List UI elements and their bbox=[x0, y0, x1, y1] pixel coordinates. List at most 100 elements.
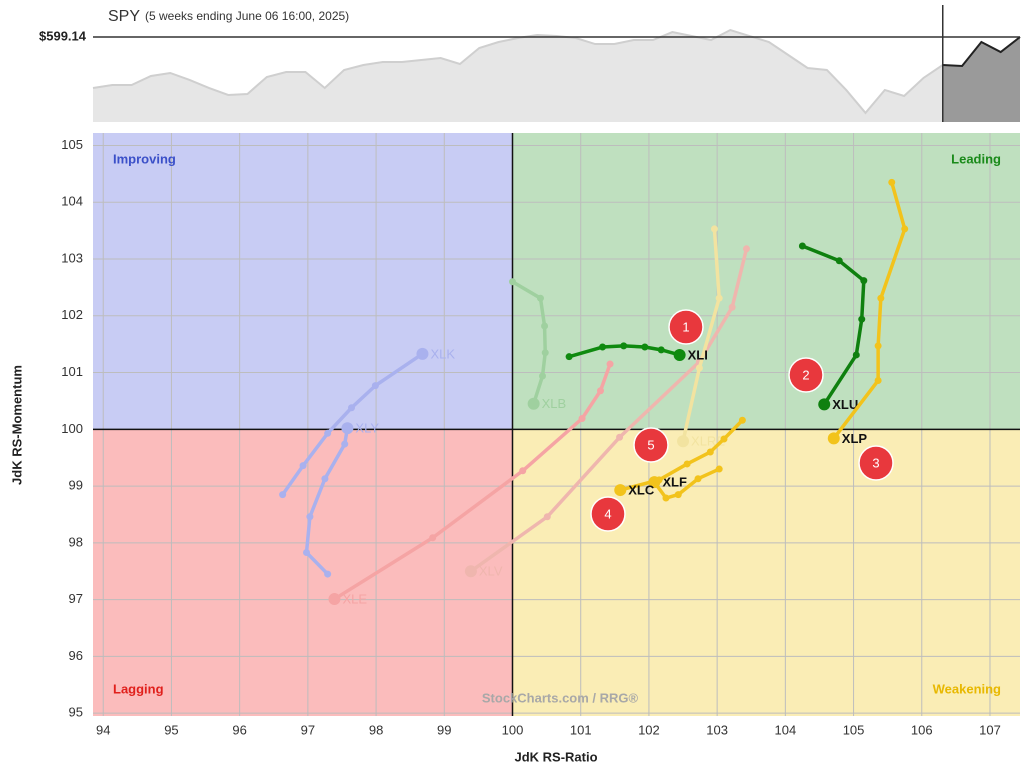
series-label: XLU bbox=[832, 397, 858, 412]
trail-point bbox=[541, 349, 549, 357]
y-axis-label: JdK RS-Momentum bbox=[9, 365, 24, 485]
trail-point bbox=[539, 372, 547, 380]
trail-point bbox=[874, 377, 882, 385]
y-tick-label: 98 bbox=[69, 534, 83, 549]
x-tick-label: 99 bbox=[437, 722, 451, 737]
trail-point bbox=[798, 242, 806, 250]
annotation: 2 bbox=[802, 367, 809, 382]
x-tick-label: 104 bbox=[774, 722, 796, 737]
y-tick-label: 100 bbox=[61, 421, 83, 436]
x-tick-label: 106 bbox=[911, 722, 933, 737]
trail-point bbox=[509, 278, 517, 286]
quadrant-label: Improving bbox=[113, 151, 176, 166]
series-label: XLF bbox=[662, 475, 687, 490]
last-price-label: $599.14 bbox=[39, 28, 87, 43]
trail-point bbox=[620, 342, 628, 350]
trail bbox=[619, 419, 744, 492]
trail-point bbox=[852, 351, 860, 359]
trail-point bbox=[321, 475, 329, 483]
trail-point bbox=[706, 448, 714, 456]
trail-point bbox=[578, 415, 586, 423]
y-tick-label: 102 bbox=[61, 307, 83, 322]
trail-point bbox=[683, 460, 691, 468]
price-area bbox=[93, 30, 943, 122]
trail-point bbox=[655, 476, 663, 484]
trail-point bbox=[858, 315, 866, 323]
y-tick-label: 101 bbox=[61, 364, 83, 379]
trail bbox=[333, 363, 612, 601]
annotation-badge bbox=[633, 427, 669, 463]
x-tick-label: 97 bbox=[301, 722, 315, 737]
y-tick-label: 95 bbox=[69, 705, 83, 720]
x-tick-label: 98 bbox=[369, 722, 383, 737]
price-line bbox=[92, 28, 944, 115]
trail-head bbox=[464, 565, 477, 578]
watermark: StockCharts.com / RRG® bbox=[482, 690, 639, 705]
trail-point bbox=[599, 343, 607, 351]
trail-point bbox=[901, 225, 909, 233]
trail-point bbox=[371, 382, 379, 390]
trail-head bbox=[818, 398, 831, 411]
trail bbox=[832, 181, 907, 440]
x-tick-label: 96 bbox=[232, 722, 246, 737]
trail-head bbox=[827, 432, 840, 445]
trail-point bbox=[728, 303, 736, 311]
trail-head bbox=[341, 422, 354, 435]
series-label: XLP bbox=[842, 431, 868, 446]
series-label: XLC bbox=[628, 483, 655, 498]
annotation: 4 bbox=[604, 506, 611, 521]
trail-point bbox=[348, 404, 356, 412]
trail-point bbox=[695, 364, 703, 372]
trail-point bbox=[541, 322, 549, 330]
annotation: 5 bbox=[647, 437, 654, 452]
trail-point bbox=[543, 513, 551, 521]
trail-point bbox=[616, 433, 624, 441]
x-tick-label: 95 bbox=[164, 722, 178, 737]
subtitle: (5 weeks ending June 06 16:00, 2025) bbox=[145, 9, 349, 23]
y-tick-label: 103 bbox=[61, 250, 83, 265]
x-tick-label: 100 bbox=[502, 722, 524, 737]
trail-head bbox=[673, 348, 686, 361]
trail-point bbox=[306, 513, 314, 521]
title: SPY (5 weeks ending June 06 16:00, 2025) bbox=[108, 8, 349, 25]
x-tick-label: 105 bbox=[843, 722, 865, 737]
trail-point bbox=[536, 294, 544, 302]
x-tick-label: 101 bbox=[570, 722, 592, 737]
trail bbox=[801, 244, 866, 406]
x-tick-label: 102 bbox=[638, 722, 660, 737]
trail-point bbox=[694, 475, 702, 483]
trail bbox=[281, 352, 424, 496]
annotation-badge bbox=[858, 445, 894, 481]
trail-point bbox=[674, 491, 682, 499]
quadrant-label: Lagging bbox=[113, 681, 164, 696]
y-tick-label: 105 bbox=[61, 137, 83, 152]
x-tick-label: 107 bbox=[979, 722, 1001, 737]
quadrant bbox=[93, 133, 513, 430]
x-tick-label: 103 bbox=[706, 722, 728, 737]
price-area-recent bbox=[942, 37, 1020, 122]
y-tick-label: 96 bbox=[69, 648, 83, 663]
quadrant bbox=[512, 429, 1020, 716]
annotation: 1 bbox=[682, 319, 689, 334]
series-label: XLK bbox=[430, 346, 455, 361]
trail-point bbox=[299, 462, 307, 470]
annotation-badge bbox=[788, 357, 824, 393]
trail-head bbox=[527, 397, 540, 410]
series-label: XLE bbox=[342, 591, 367, 606]
trail-point bbox=[341, 440, 349, 448]
trail-head bbox=[614, 484, 627, 497]
x-axis-label: JdK RS-Ratio bbox=[514, 749, 597, 764]
trail-point bbox=[877, 294, 885, 302]
trail-point bbox=[874, 342, 882, 350]
trail-point bbox=[324, 429, 332, 437]
annotation-badge bbox=[590, 496, 626, 532]
trail-point bbox=[303, 549, 311, 557]
trail bbox=[511, 280, 547, 405]
quadrant-label: Weakening bbox=[933, 681, 1001, 696]
trail-point bbox=[710, 225, 718, 233]
series-label: XLV bbox=[479, 564, 503, 579]
quadrant bbox=[512, 133, 1020, 430]
trail-head bbox=[416, 347, 429, 360]
